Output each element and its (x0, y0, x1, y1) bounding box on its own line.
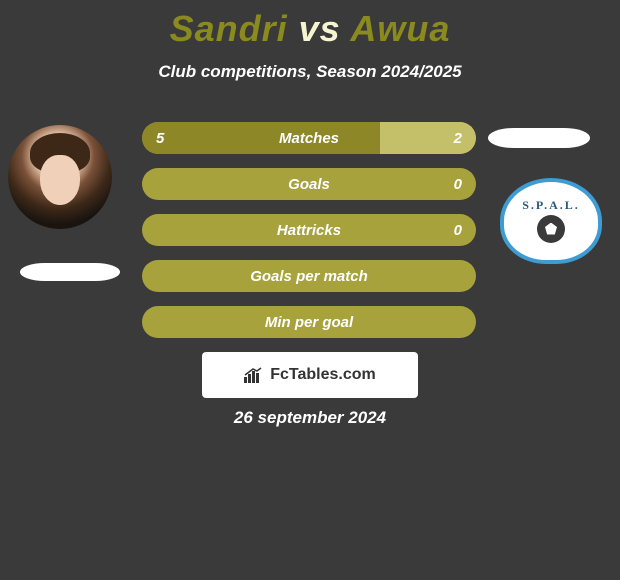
stat-label: Goals (288, 176, 330, 193)
player2-club-badge: S.P.A.L. (500, 178, 602, 264)
stat-bar-row: 5 2 Matches (142, 122, 476, 154)
stat-label: Goals per match (250, 268, 368, 285)
club-badge-text: S.P.A.L. (522, 198, 580, 213)
player1-name: Sandri (170, 8, 288, 49)
player1-team-pill (20, 263, 120, 281)
player2-team-pill (488, 128, 590, 148)
player2-name: Awua (350, 8, 450, 49)
player1-avatar (8, 125, 112, 229)
club-badge-ball-icon (537, 215, 565, 243)
stat-bar-row: 0 Hattricks (142, 214, 476, 246)
date-text: 26 september 2024 (0, 408, 620, 428)
stat-bar-row: Min per goal (142, 306, 476, 338)
stat-value-right: 0 (454, 176, 462, 193)
stat-label: Min per goal (265, 314, 353, 331)
stat-label: Hattricks (277, 222, 341, 239)
stat-bar-left-fill (142, 122, 380, 154)
stat-bar-row: 0 Goals (142, 168, 476, 200)
watermark-text: FcTables.com (270, 366, 376, 384)
stat-value-right: 2 (454, 130, 462, 147)
comparison-title: Sandri vs Awua (0, 0, 620, 50)
stat-bars: 5 2 Matches 0 Goals 0 Hattricks Goals per match… (142, 122, 476, 352)
stat-label: Matches (279, 130, 339, 147)
watermark: FcTables.com (202, 352, 418, 398)
subtitle: Club competitions, Season 2024/2025 (0, 62, 620, 82)
stat-value-left: 5 (156, 130, 164, 147)
chart-icon (244, 367, 264, 383)
vs-label: vs (299, 8, 341, 49)
stat-value-right: 0 (454, 222, 462, 239)
stat-bar-row: Goals per match (142, 260, 476, 292)
